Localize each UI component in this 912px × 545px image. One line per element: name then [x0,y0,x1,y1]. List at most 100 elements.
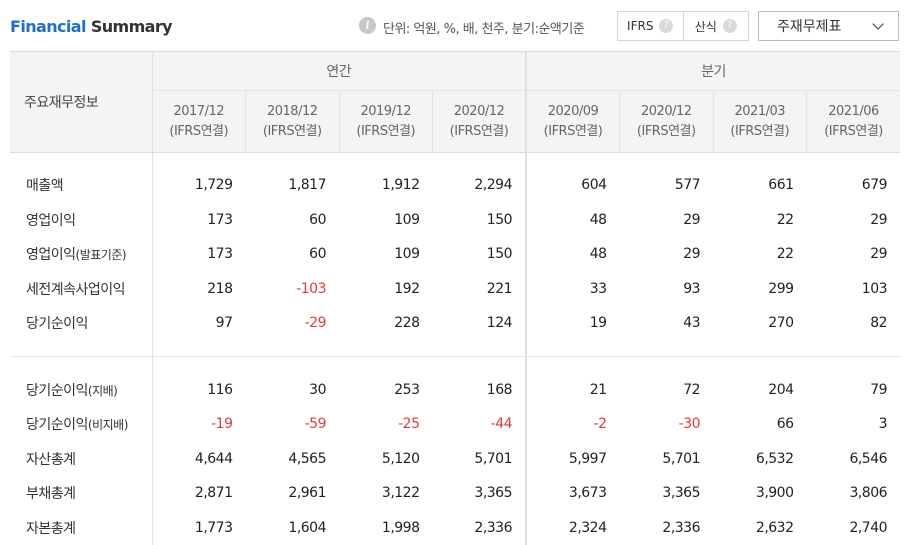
column-period: 2019/12 [360,104,411,119]
group-annual: 연간 [152,52,526,91]
column-basis: (IFRS연결) [356,124,415,139]
table-cell: 1,773 [152,511,246,545]
table-cell: 5,701 [433,442,527,477]
row-label-text: 매출액 [26,178,63,194]
column-period: 2021/03 [735,104,786,119]
table-cell: 124 [433,306,527,341]
table-cell: 150 [433,237,527,272]
table-cell: 2,324 [526,511,620,545]
table-cell: 3,673 [526,476,620,511]
table-cell: 204 [713,373,807,408]
table-cell: 4,565 [246,442,340,477]
row-label-suffix: (비지배) [88,418,128,432]
column-period: 2021/06 [828,104,879,119]
table-cell: 109 [339,203,433,238]
table-cell: 168 [433,373,527,408]
table-cell: 66 [713,407,807,442]
table-cell: -19 [152,407,246,442]
table-cell: 93 [620,272,714,307]
table-cell: 82 [807,306,901,341]
table-cell: 19 [526,306,620,341]
table-cell: 5,120 [339,442,433,477]
table-cell: -30 [620,407,714,442]
table-cell: 48 [526,203,620,238]
statement-select-label: 주재무제표 [777,16,841,36]
table-cell: 2,336 [620,511,714,545]
corner-label: 주요재무정보 [10,52,152,153]
table-cell: -2 [526,407,620,442]
column-period: 2020/12 [641,104,692,119]
table-cell: 60 [246,237,340,272]
column-header: 2020/09(IFRS연결) [526,91,620,153]
table-cell: 22 [713,203,807,238]
row-label: 영업이익 [10,203,152,238]
column-header: 2021/06 (IFRS연결) [807,91,901,153]
group-quarterly: 분기 [526,52,900,91]
table-cell: 1,817 [246,168,340,203]
table-cell: 173 [152,237,246,272]
row-label-text: 자산총계 [26,452,76,468]
row-label-text: 영업이익 [26,213,76,229]
table-cell: 29 [620,237,714,272]
ifrs-option[interactable]: IFRS ? [618,12,683,40]
table-cell: -103 [246,272,340,307]
row-label: 매출액 [10,168,152,203]
table-cell: 2,632 [713,511,807,545]
row-label: 영업이익(발표기준) [10,237,152,272]
row-label-text: 당기순이익 [26,417,88,433]
ifrs-label: IFRS [627,19,653,33]
table-cell: 3 [807,407,901,442]
statement-select[interactable]: 주재무제표 [758,11,899,41]
table-cell: 48 [526,237,620,272]
table-cell: 270 [713,306,807,341]
row-label: 자본총계 [10,511,152,545]
table-cell: 29 [620,203,714,238]
row-label: 부채총계 [10,476,152,511]
column-header: 2019/12 (IFRS연결) [339,91,433,153]
table-cell: 253 [339,373,433,408]
column-period: 2020/12 [454,104,505,119]
table-cell: 5,701 [620,442,714,477]
table-cell: 577 [620,168,714,203]
column-basis: (IFRS연결) [730,124,789,139]
column-basis: (IFRS연결) [169,124,228,139]
table-cell: 79 [807,373,901,408]
column-basis: (IFRS연결) [824,124,883,139]
row-label: 자산총계 [10,442,152,477]
table-cell: 2,740 [807,511,901,545]
table-cell: 3,122 [339,476,433,511]
row-label-suffix: (발표기준) [76,248,127,262]
title-rest: Summary [86,17,172,36]
formula-option[interactable]: 산식 ? [683,12,749,40]
page-title: Financial Summary [10,17,172,36]
table-cell: 109 [339,237,433,272]
table-cell: 3,806 [807,476,901,511]
help-icon[interactable]: ? [659,19,673,33]
unit-note: 단위: 억원, %, 배, 천주, 분기:순액기준 [383,18,584,37]
table-cell: 30 [246,373,340,408]
table-cell: 173 [152,203,246,238]
table-cell: 29 [807,237,901,272]
table-cell: 6,532 [713,442,807,477]
help-icon[interactable]: ? [723,19,737,33]
table-cell: 679 [807,168,901,203]
table-cell: -25 [339,407,433,442]
table-cell: 3,365 [433,476,527,511]
table-cell: 29 [807,203,901,238]
column-header: 2020/12(IFRS연결) [433,91,527,153]
column-period: 2018/12 [267,104,318,119]
info-icon[interactable]: i [359,17,376,34]
column-header: 2020/12(IFRS연결) [620,91,714,153]
title-accent: Financial [10,17,86,36]
table-cell: 22 [713,237,807,272]
table-cell: 661 [713,168,807,203]
table-cell: 2,961 [246,476,340,511]
table-cell: 1,912 [339,168,433,203]
row-label-text: 부채총계 [26,486,76,502]
